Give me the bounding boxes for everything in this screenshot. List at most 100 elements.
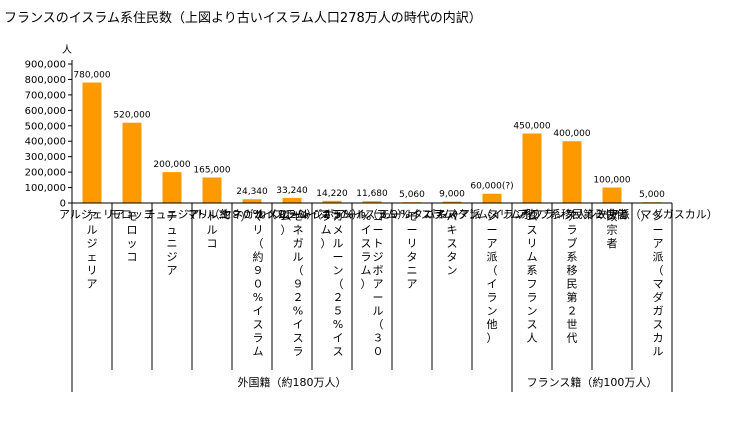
category-label-char: キ (447, 224, 458, 237)
category-label-char: ン (527, 305, 538, 318)
y-tick-label: 500,000 (25, 121, 66, 132)
category-label-char: （ (293, 264, 304, 277)
bar (162, 172, 182, 203)
category-label-char: ） (641, 210, 652, 223)
category-label-char: リ (407, 237, 418, 250)
category-label-char: マ (653, 278, 664, 291)
category-label-char: ス (293, 332, 304, 345)
data-label: 780,000 (73, 71, 110, 81)
data-label: 100,000 (593, 176, 630, 186)
category-label-char: （ (333, 278, 344, 291)
data-label: 60,000(?) (470, 182, 513, 192)
category-label: チュニジア (145, 208, 200, 221)
data-label: 450,000 (513, 122, 550, 132)
category-label-char: ジ (167, 251, 178, 264)
bar (122, 122, 142, 203)
y-tick-label: 100,000 (25, 183, 66, 194)
category-label-char: ル (293, 251, 304, 264)
category-label-char: ア (87, 278, 98, 291)
category-label-char: % (333, 318, 343, 331)
bar (482, 193, 502, 203)
category-label-char: イ (333, 332, 344, 345)
category-label-char: ） (281, 224, 292, 237)
category-label-char: ン (333, 264, 344, 277)
category-label-char: ア (487, 237, 498, 250)
category-label-char: （ (487, 264, 498, 277)
category-label: コートジボアール（３０%イスラム） (279, 208, 464, 221)
category-label-char: ア (653, 237, 664, 250)
category-label-char: ス (361, 237, 372, 250)
category-label-char: 人 (527, 332, 538, 345)
category-label-char: イ (253, 305, 264, 318)
category-label-char: ン (487, 305, 498, 318)
category-label-char: ダ (653, 290, 664, 304)
category-label-char: ブ (567, 236, 578, 250)
data-label: 33,240 (276, 186, 308, 196)
data-label: 5,000 (639, 190, 665, 200)
data-label: 9,000 (439, 190, 465, 200)
category-label-char: 派 (653, 251, 664, 264)
category-label-char: （ (653, 264, 664, 277)
category-label-char: ル (373, 305, 384, 318)
category-label-char: ２ (293, 291, 304, 304)
category-label-char: コ (207, 237, 218, 250)
category-label: トルコ (196, 208, 229, 221)
category-label-char: ロ (127, 224, 138, 237)
category-label-char: セ (293, 210, 304, 223)
category-label-char: ラ (253, 332, 264, 345)
category-label-char: 移 (567, 264, 578, 277)
bar (602, 187, 622, 203)
category-label-char: ム (361, 264, 372, 277)
category-label-char: ス (653, 318, 664, 331)
data-label: 11,680 (356, 189, 388, 199)
category-label-char: % (361, 210, 371, 223)
labels-layer: 0 100,000 200,000 300,000 400,000 500,000 600,… (25, 60, 718, 390)
category-label-char: ェ (87, 251, 98, 264)
y-tick-label: 400,000 (25, 137, 66, 148)
chart-title: フランスのイスラム系住民数（上図より古いイスラム人口278万人の時代の内訳） (4, 10, 482, 26)
category-label-char: ラ (361, 251, 372, 264)
category-label-char: ジ (87, 237, 98, 250)
category-label-char: チ (167, 210, 178, 223)
category-label-char: 派 (487, 251, 498, 264)
category-label-char: （ (253, 237, 264, 250)
category-label-char: 系 (527, 264, 538, 277)
category-label: モーリタニア (379, 208, 445, 221)
category-label-char: タ (407, 251, 418, 264)
group-label: 外国籍（約180万人） (238, 375, 347, 389)
category-label-char: ス (527, 318, 538, 331)
category-label-char: カ (653, 332, 664, 345)
category-label-char: ９ (253, 264, 264, 277)
category-label-char: ） (241, 210, 252, 223)
category-label-char: 民 (567, 278, 578, 291)
bar (242, 199, 262, 203)
category-label-char: 者 (607, 237, 618, 250)
category-label-char: ラ (293, 345, 304, 358)
category-label-char: ー (373, 291, 384, 304)
bar (562, 141, 582, 203)
category-label-char: 他 (487, 318, 498, 331)
category-label-char: リ (527, 237, 538, 250)
category-label-char: モ (407, 210, 418, 223)
category-label-char: ５ (333, 305, 344, 318)
category-label-char: イ (487, 278, 498, 291)
category-label-char: ラ (567, 224, 578, 237)
category-label-char: パ (447, 210, 458, 223)
category-label: セネガル（９２%イスラム） (221, 208, 363, 221)
category-label: ムスリム系フランス人 (477, 208, 587, 221)
bar (322, 200, 342, 203)
category-label-char: ボ (373, 264, 384, 277)
category-label-char: カ (333, 210, 344, 223)
y-tick-label: 700,000 (25, 90, 66, 101)
category-label-char: 世 (567, 318, 578, 331)
category-label-char: ０ (253, 278, 264, 291)
bar (282, 197, 302, 203)
y-tick-label: 0 (60, 199, 66, 210)
category-label-char: ガ (653, 305, 664, 318)
data-label: 5,060 (399, 190, 425, 200)
category-label-char: ト (207, 210, 218, 223)
category-label-char: ネ (293, 224, 304, 237)
category-label-char: ム (253, 345, 264, 358)
category-label-char: 系 (567, 251, 578, 264)
category-label-char: リ (87, 264, 98, 277)
